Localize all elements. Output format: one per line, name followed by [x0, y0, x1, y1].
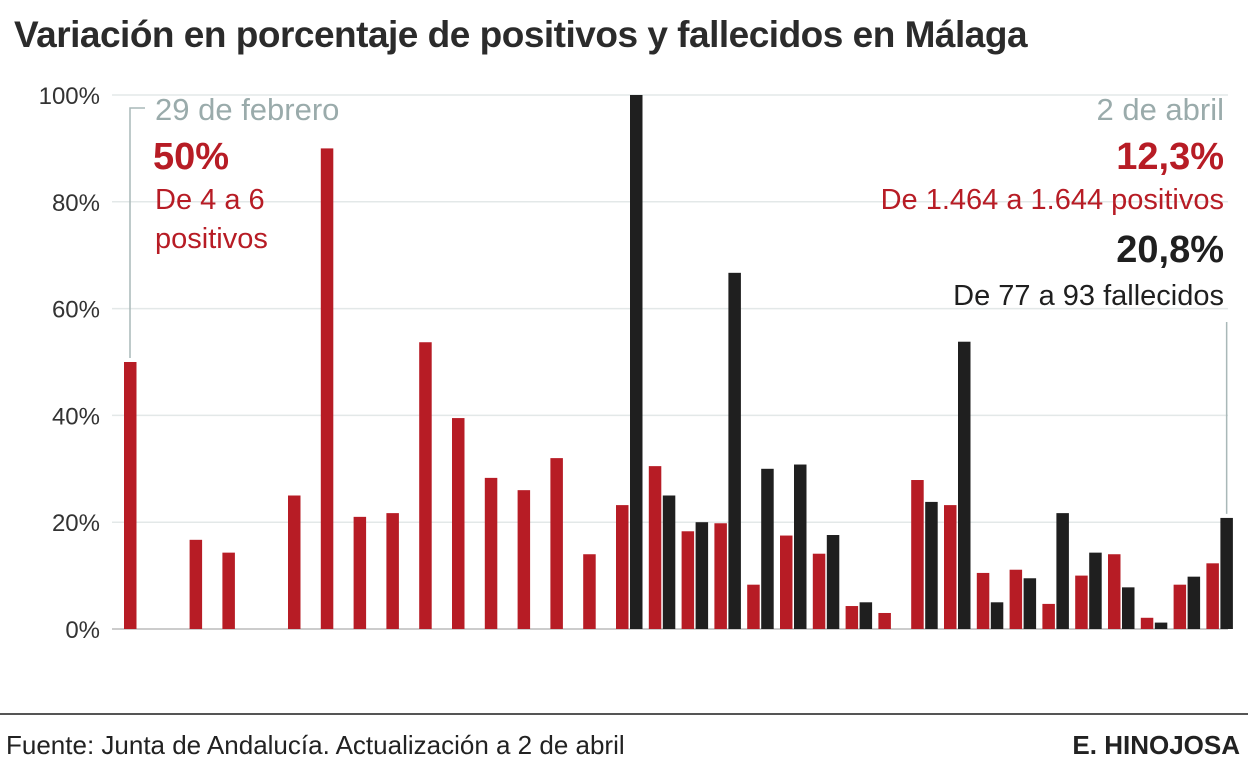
- bar-fallecidos-22: [859, 602, 873, 629]
- annotation-left-line2: positivos: [155, 223, 268, 255]
- bar-fallecidos-28: [1056, 513, 1069, 629]
- bar-positivos-0: [124, 362, 137, 629]
- y-tick-label: 0%: [65, 617, 100, 644]
- bar-positivos-19: [747, 584, 760, 629]
- bar-positivos-10: [452, 418, 465, 629]
- source-note: Fuente: Junta de Andalucía. Actualizació…: [6, 730, 625, 760]
- bar-positivos-31: [1140, 617, 1154, 629]
- footer-divider: [0, 713, 1248, 715]
- bar-positivos-29: [1075, 575, 1088, 629]
- bar-positivos-13: [550, 458, 563, 629]
- bar-chart: 0% 20% 40% 60% 80% 100% 29 de febrero 50% De …: [39, 83, 1233, 644]
- annotation-right-deaths-value: 20,8%: [1116, 229, 1224, 271]
- annotation-left-line1: De 4 a 6: [155, 184, 265, 216]
- bar-fallecidos-33: [1220, 517, 1233, 629]
- annotation-right-positives-value: 12,3%: [1116, 136, 1224, 178]
- bar-positivos-20: [780, 535, 793, 629]
- bar-fallecidos-19: [761, 468, 774, 629]
- bar-positivos-25: [944, 505, 957, 629]
- bar-positivos-5: [288, 495, 301, 629]
- bar-positivos-11: [484, 477, 498, 629]
- annotation-left-value: 50%: [153, 136, 229, 178]
- y-tick-label: 60%: [52, 297, 100, 324]
- bar-fallecidos-21: [826, 535, 840, 629]
- annotation-leaders: [129, 107, 1228, 514]
- bar-positivos-28: [1042, 603, 1055, 629]
- y-tick-label: 80%: [52, 190, 100, 217]
- bars: [124, 95, 1233, 629]
- annotation-right-date: 2 de abril: [1096, 92, 1224, 127]
- bar-fallecidos-25: [958, 341, 971, 629]
- annotation-right-deaths-text: De 77 a 93 fallecidos: [953, 280, 1224, 312]
- bar-fallecidos-27: [1023, 578, 1037, 629]
- bar-fallecidos-20: [794, 464, 807, 629]
- bar-positivos-22: [845, 606, 859, 629]
- bar-positivos-15: [616, 505, 629, 629]
- bar-positivos-24: [911, 480, 924, 629]
- bar-fallecidos-26: [990, 602, 1004, 629]
- bar-fallecidos-16: [662, 495, 676, 629]
- bar-fallecidos-24: [925, 501, 938, 629]
- bar-positivos-8: [386, 513, 399, 629]
- bar-positivos-26: [976, 572, 990, 629]
- bar-positivos-7: [353, 516, 367, 629]
- y-tick-label: 20%: [52, 510, 100, 537]
- bar-fallecidos-31: [1154, 622, 1168, 629]
- leader-line-left: [129, 107, 145, 358]
- annotation-right-positives-text: De 1.464 a 1.644 positivos: [881, 184, 1224, 216]
- bar-positivos-32: [1173, 584, 1187, 629]
- bar-positivos-6: [320, 148, 334, 629]
- bar-fallecidos-30: [1122, 587, 1135, 629]
- bar-fallecidos-15: [630, 95, 643, 629]
- bar-fallecidos-32: [1187, 576, 1201, 629]
- bar-positivos-2: [189, 539, 203, 629]
- y-tick-label: 100%: [39, 83, 100, 110]
- bar-positivos-17: [681, 531, 695, 629]
- bar-positivos-23: [878, 612, 891, 629]
- bar-positivos-16: [648, 466, 662, 629]
- bar-fallecidos-17: [695, 522, 709, 629]
- bar-positivos-18: [714, 523, 727, 629]
- bar-positivos-14: [583, 554, 596, 629]
- bar-fallecidos-18: [728, 272, 741, 629]
- annotation-left-date: 29 de febrero: [155, 92, 339, 127]
- annotations: 29 de febrero 50% De 4 a 6 positivos 2 d…: [153, 92, 1224, 312]
- bar-positivos-9: [419, 342, 432, 629]
- bar-positivos-21: [812, 553, 826, 629]
- bar-positivos-30: [1108, 554, 1121, 629]
- bar-fallecidos-29: [1089, 552, 1102, 629]
- bar-positivos-27: [1009, 569, 1023, 629]
- bar-positivos-33: [1206, 563, 1219, 629]
- chart-title: Variación en porcentaje de positivos y f…: [14, 14, 1028, 55]
- author-credit: E. HINOJOSA: [1072, 730, 1240, 760]
- y-axis-ticks: 0% 20% 40% 60% 80% 100%: [39, 83, 100, 644]
- bar-positivos-12: [517, 490, 531, 629]
- bar-positivos-3: [222, 552, 235, 629]
- y-tick-label: 40%: [52, 403, 100, 430]
